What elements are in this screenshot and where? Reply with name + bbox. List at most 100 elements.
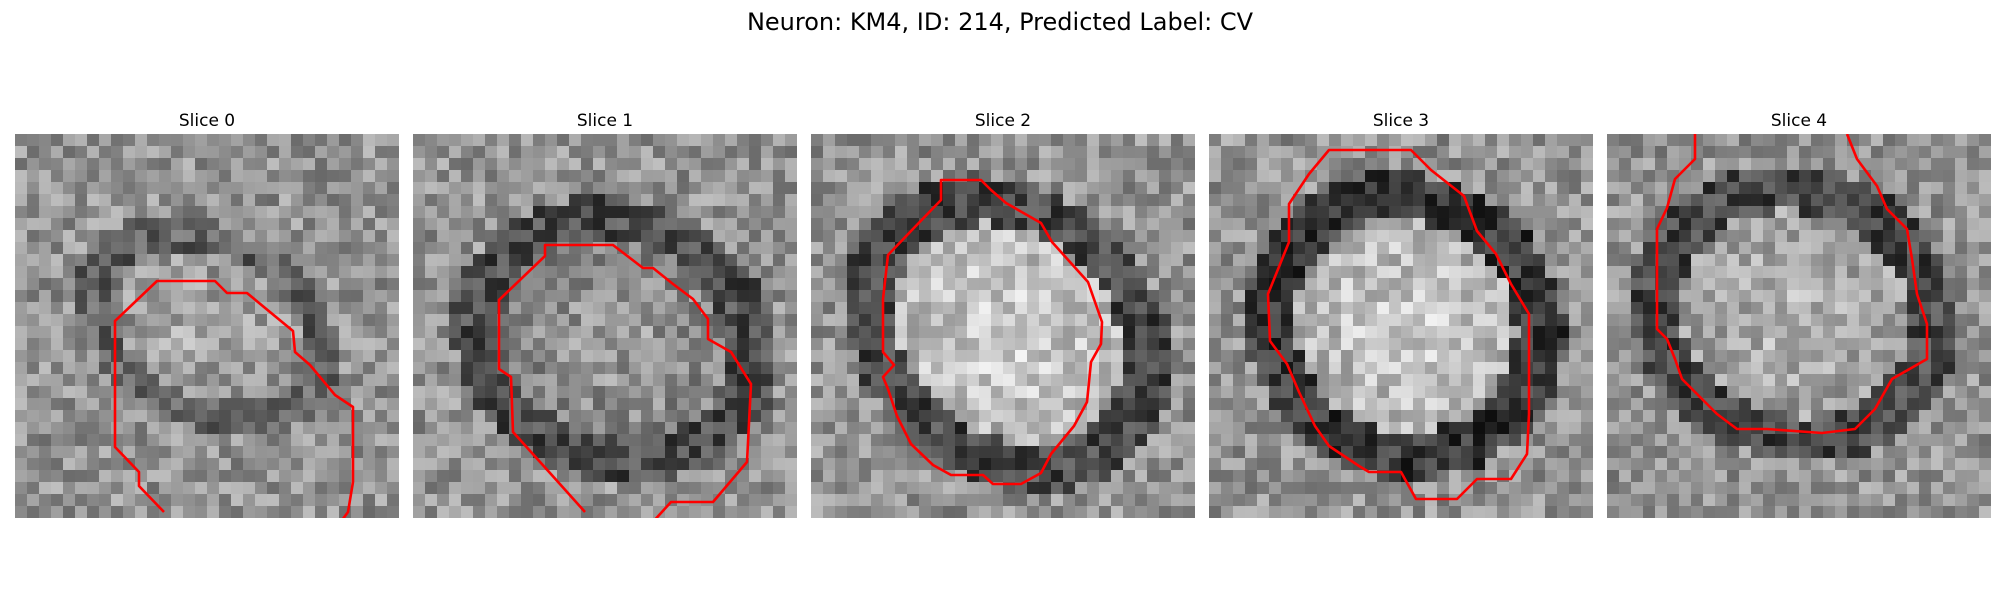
pixel: [135, 182, 148, 195]
pixel: [991, 410, 1004, 423]
pixel: [785, 182, 797, 195]
pixel: [1703, 446, 1716, 459]
pixel: [1979, 434, 1991, 447]
pixel: [749, 434, 762, 447]
pixel: [1581, 338, 1593, 351]
pixel: [207, 434, 220, 447]
pixel: [1087, 326, 1100, 339]
pixel: [617, 266, 630, 279]
pixel: [15, 194, 28, 207]
pixel: [1739, 278, 1752, 291]
pixel: [1171, 266, 1184, 279]
pixel: [231, 338, 244, 351]
pixel: [75, 374, 88, 387]
pixel: [1643, 266, 1656, 279]
pixel: [581, 158, 594, 171]
pixel: [1075, 278, 1088, 291]
pixel: [1147, 314, 1160, 327]
pixel: [387, 158, 399, 171]
pixel: [737, 410, 750, 423]
pixel: [1847, 242, 1860, 255]
pixel: [533, 278, 546, 291]
pixel: [823, 170, 836, 183]
pixel: [351, 146, 364, 159]
pixel: [1233, 314, 1246, 327]
pixel: [1425, 434, 1438, 447]
pixel: [375, 182, 388, 195]
pixel: [497, 134, 510, 147]
pixel: [1099, 470, 1112, 483]
pixel: [315, 494, 328, 507]
pixel: [859, 218, 872, 231]
pixel: [1209, 374, 1222, 387]
pixel: [195, 302, 208, 315]
pixel: [63, 206, 76, 219]
pixel: [1751, 386, 1764, 399]
pixel: [171, 338, 184, 351]
pixel: [1581, 410, 1593, 423]
pixel: [545, 350, 558, 363]
pixel: [195, 314, 208, 327]
pixel: [1413, 506, 1426, 518]
pixel: [581, 266, 594, 279]
pixel: [1871, 446, 1884, 459]
pixel: [773, 206, 786, 219]
pixel: [39, 290, 52, 303]
pixel: [773, 290, 786, 303]
pixel: [1063, 350, 1076, 363]
pixel: [605, 362, 618, 375]
pixel: [1147, 290, 1160, 303]
pixel: [1063, 494, 1076, 507]
pixel: [665, 458, 678, 471]
pixel: [737, 434, 750, 447]
pixel: [449, 506, 462, 518]
pixel: [1341, 302, 1354, 315]
pixel: [1581, 266, 1593, 279]
pixel: [171, 434, 184, 447]
pixel: [1123, 134, 1136, 147]
pixel: [1955, 386, 1968, 399]
pixel: [75, 194, 88, 207]
pixel: [617, 194, 630, 207]
pixel: [569, 218, 582, 231]
pixel: [1835, 446, 1848, 459]
pixel: [1003, 374, 1016, 387]
pixel: [1631, 338, 1644, 351]
pixel: [1413, 338, 1426, 351]
pixel: [219, 206, 232, 219]
pixel: [1655, 134, 1668, 147]
pixel: [1269, 182, 1282, 195]
pixel: [931, 134, 944, 147]
pixel: [1051, 422, 1064, 435]
pixel: [991, 446, 1004, 459]
pixel: [835, 326, 848, 339]
pixel: [1895, 278, 1908, 291]
pixel: [1631, 158, 1644, 171]
pixel: [1305, 338, 1318, 351]
pixel: [629, 350, 642, 363]
pixel: [51, 290, 64, 303]
pixel: [1063, 242, 1076, 255]
pixel: [231, 506, 244, 518]
pixel: [1183, 134, 1195, 147]
pixel: [1051, 326, 1064, 339]
pixel: [1171, 218, 1184, 231]
pixel: [605, 266, 618, 279]
pixel: [1027, 374, 1040, 387]
pixel: [605, 182, 618, 195]
pixel: [1027, 278, 1040, 291]
pixel: [919, 134, 932, 147]
pixel: [931, 494, 944, 507]
pixel: [363, 170, 376, 183]
pixel: [437, 374, 450, 387]
pixel: [1727, 194, 1740, 207]
pixel: [713, 434, 726, 447]
pixel: [1171, 362, 1184, 375]
pixel: [1341, 242, 1354, 255]
pixel: [1425, 470, 1438, 483]
pixel: [1545, 326, 1558, 339]
pixel: [1557, 494, 1570, 507]
pixel: [835, 158, 848, 171]
pixel: [123, 314, 136, 327]
pixel: [1569, 422, 1582, 435]
